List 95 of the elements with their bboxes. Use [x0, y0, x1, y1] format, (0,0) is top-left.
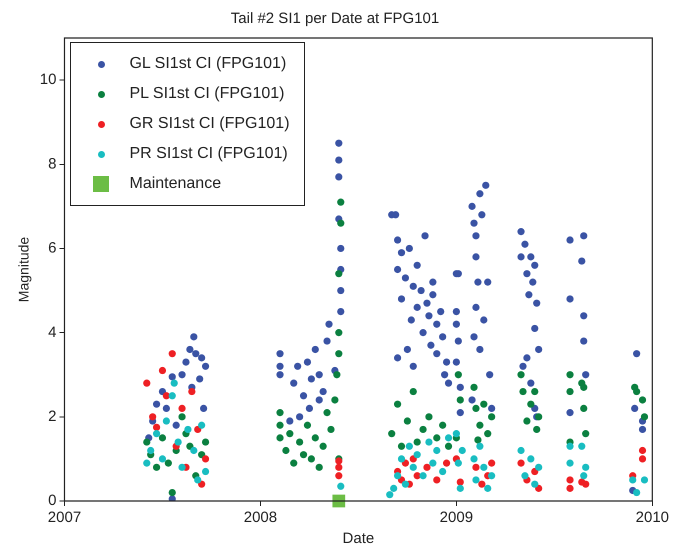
point: [152, 430, 160, 438]
point: [439, 468, 446, 476]
legend-label: GL SI1st CI (FPG101): [129, 55, 286, 73]
point: [410, 464, 417, 471]
point: [158, 455, 166, 463]
point: [470, 455, 478, 463]
point: [454, 460, 462, 467]
y-tick-label: 6: [48, 240, 56, 257]
chart-title: Tail #2 SI1 per Date at FPG101: [230, 10, 440, 28]
point: [178, 404, 186, 412]
point: [521, 472, 529, 480]
point: [456, 478, 464, 486]
point: [143, 380, 150, 387]
legend-label: Maintenance: [129, 175, 222, 193]
point: [390, 484, 398, 492]
point: [433, 476, 440, 484]
point: [174, 438, 182, 446]
point: [452, 430, 460, 438]
point: [629, 476, 636, 484]
point: [433, 446, 440, 454]
point: [472, 464, 480, 471]
point: [147, 446, 154, 454]
point: [638, 446, 646, 454]
point: [168, 392, 176, 400]
point: [188, 388, 196, 396]
point: [517, 446, 525, 454]
point: [168, 350, 176, 358]
point: [190, 446, 198, 454]
point: [429, 460, 436, 467]
point: [476, 442, 484, 450]
x-tick-label: 2009: [440, 509, 474, 526]
point: [162, 417, 170, 425]
point: [202, 468, 210, 476]
point: [517, 460, 525, 467]
point: [332, 494, 346, 508]
point: [202, 455, 210, 463]
x-axis-title: Date: [342, 530, 374, 548]
legend-label: PL SI1st CI (FPG101): [129, 85, 284, 103]
point: [566, 460, 574, 467]
point: [582, 480, 590, 488]
point: [149, 413, 156, 420]
point: [178, 464, 186, 471]
point: [580, 472, 588, 480]
x-tick-label: 2007: [48, 509, 82, 526]
y-tick-label: 4: [48, 324, 56, 341]
point: [488, 472, 496, 480]
x-tick-label: 2010: [636, 509, 670, 526]
point: [640, 476, 648, 484]
point: [478, 480, 486, 488]
point: [527, 455, 534, 463]
point: [488, 460, 496, 467]
y-tick-label: 10: [40, 71, 56, 88]
point: [170, 380, 178, 387]
point: [152, 424, 160, 431]
point: [198, 422, 206, 429]
y-tick-label: 8: [48, 155, 56, 172]
point: [194, 476, 202, 484]
point: [456, 484, 464, 492]
point: [402, 480, 410, 488]
point: [143, 460, 150, 467]
point: [535, 464, 542, 471]
point: [184, 426, 192, 434]
point: [484, 484, 492, 492]
point: [406, 442, 413, 450]
point: [566, 484, 574, 492]
point: [425, 438, 433, 446]
point: [480, 464, 488, 471]
point: [335, 457, 342, 465]
point: [419, 472, 427, 480]
point: [442, 460, 450, 467]
point: [414, 451, 421, 458]
point: [394, 472, 402, 480]
point: [458, 446, 466, 454]
legend-label: PR SI1st CI (FPG101): [129, 145, 288, 163]
point: [335, 472, 342, 480]
y-tick-label: 0: [48, 492, 56, 510]
x-tick-label: 2008: [244, 509, 278, 526]
point: [386, 491, 394, 498]
point: [582, 464, 590, 471]
point: [566, 442, 574, 450]
legend-label: GR SI1st CI (FPG101): [129, 115, 290, 133]
point: [633, 488, 640, 496]
point: [337, 482, 344, 490]
y-tick-label: 2: [48, 408, 56, 425]
point: [638, 455, 646, 463]
y-axis-title: Magnitude: [15, 236, 32, 302]
point: [566, 476, 574, 484]
point: [472, 476, 480, 484]
point: [531, 480, 538, 488]
point: [158, 366, 166, 374]
point: [398, 455, 406, 463]
point: [335, 464, 342, 471]
point: [578, 442, 586, 450]
point: [423, 464, 431, 471]
point: [444, 434, 452, 442]
